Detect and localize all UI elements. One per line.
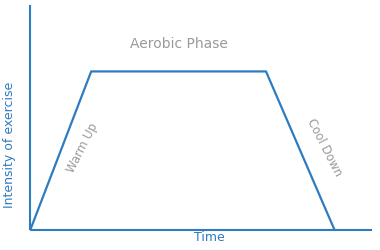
Text: Cool Down: Cool Down (304, 117, 344, 179)
Text: Time: Time (194, 231, 224, 244)
Text: Intensity of exercise: Intensity of exercise (3, 82, 16, 208)
Text: Warm Up: Warm Up (65, 121, 101, 175)
Text: Aerobic Phase: Aerobic Phase (130, 37, 228, 51)
